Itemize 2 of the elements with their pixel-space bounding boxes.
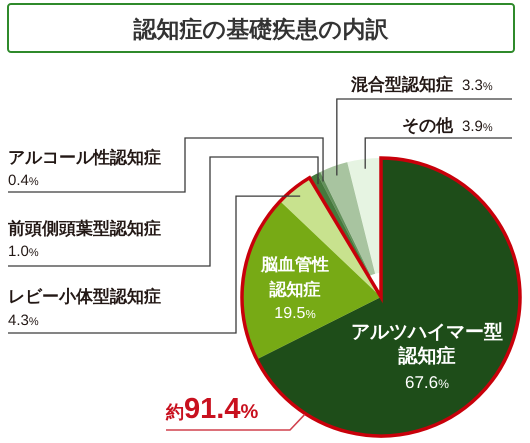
annotation: 約91.4% [166, 393, 258, 425]
title: 認知症の基礎疾患の内訳 [134, 16, 388, 42]
